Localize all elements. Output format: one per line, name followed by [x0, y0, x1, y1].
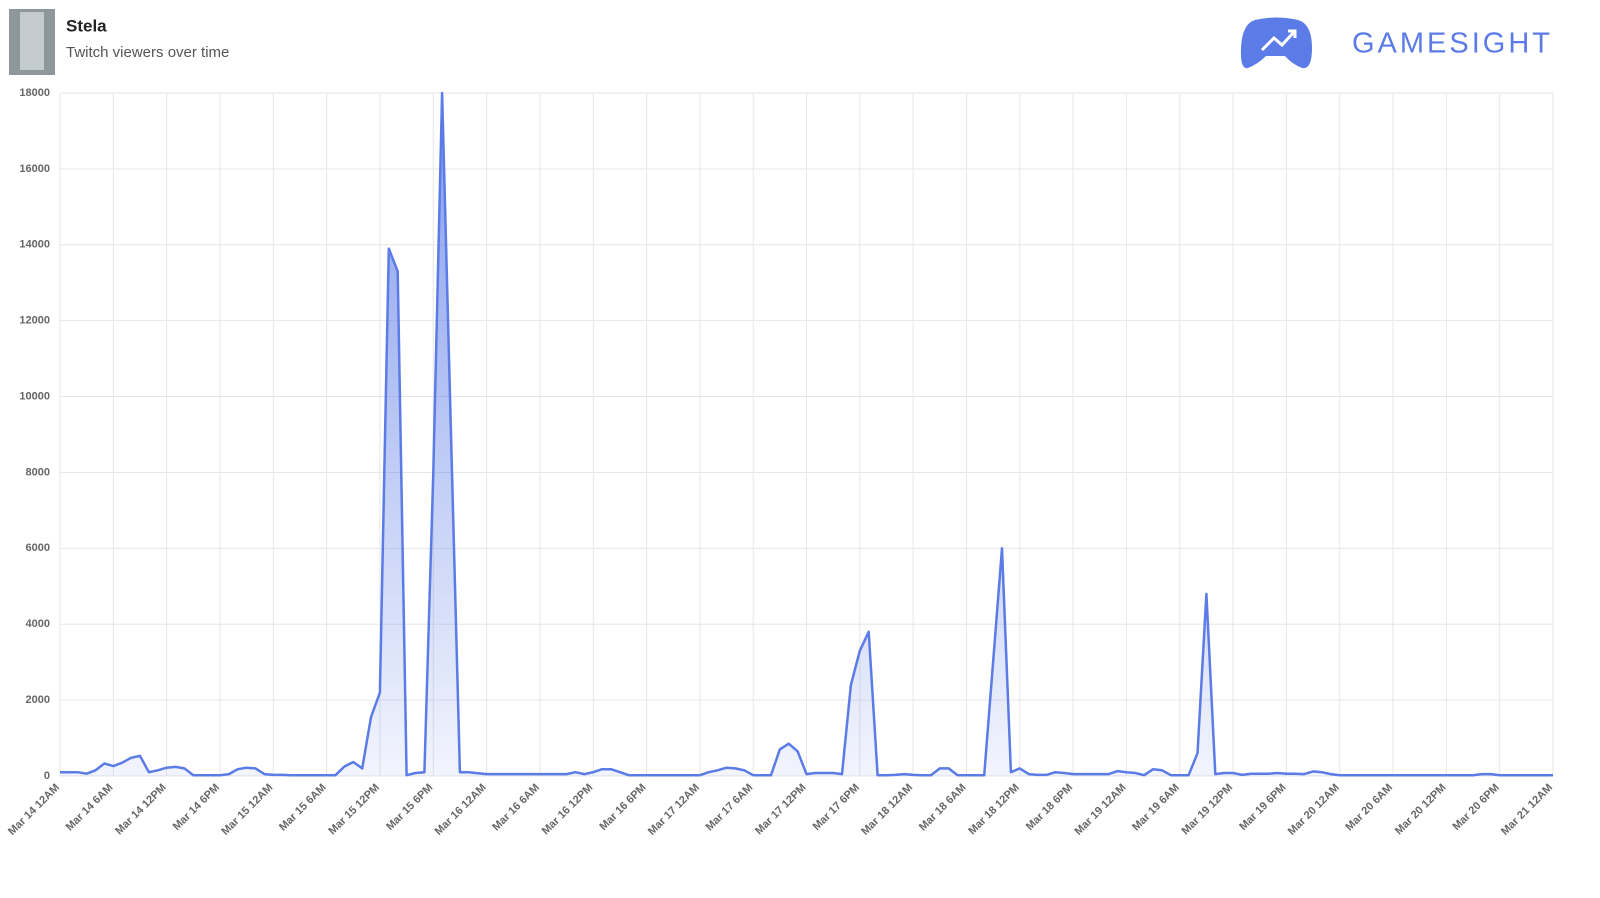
chart-subtitle: Twitch viewers over time	[66, 44, 229, 61]
x-tick-label: Mar 15 6PM	[384, 782, 435, 833]
series-line	[60, 91, 1553, 777]
area-fill	[60, 93, 1553, 776]
y-tick-label: 12000	[19, 315, 50, 327]
chart-title: Stela	[66, 16, 107, 35]
x-tick-label: Mar 14 6AM	[64, 782, 116, 834]
y-tick-label: 2000	[26, 694, 50, 706]
x-tick-label: Mar 18 6PM	[1024, 782, 1075, 833]
x-tick-label: Mar 21 12AM	[1499, 782, 1555, 838]
x-tick-label: Mar 18 12AM	[859, 782, 915, 838]
x-tick-label: Mar 17 12PM	[753, 782, 809, 838]
x-tick-label: Mar 14 12AM	[6, 782, 62, 838]
x-tick-label: Mar 18 6AM	[917, 782, 969, 834]
x-tick-label: Mar 19 6PM	[1237, 782, 1288, 833]
x-tick-label: Mar 14 6PM	[171, 782, 222, 833]
y-tick-label: 18000	[19, 87, 50, 99]
x-tick-label: Mar 20 6AM	[1343, 782, 1395, 834]
x-tick-label: Mar 14 12PM	[113, 782, 169, 838]
y-tick-label: 16000	[19, 163, 50, 175]
x-tick-label: Mar 17 6PM	[811, 782, 862, 833]
brand-logo: GAMESIGHT	[1240, 17, 1553, 69]
x-tick-label: Mar 15 12PM	[326, 782, 382, 838]
x-tick-label: Mar 18 12PM	[966, 782, 1022, 838]
brand-name: GAMESIGHT	[1352, 28, 1553, 60]
x-tick-label: Mar 16 12PM	[540, 782, 596, 838]
x-tick-label: Mar 16 12AM	[433, 782, 489, 838]
x-tick-label: Mar 15 12AM	[219, 782, 275, 838]
x-tick-label: Mar 17 12AM	[646, 782, 702, 838]
x-tick-label: Mar 17 6AM	[704, 782, 756, 834]
logo-arrow	[1260, 29, 1297, 52]
x-tick-label: Mar 19 12PM	[1180, 782, 1236, 838]
x-tick-label: Mar 20 6PM	[1451, 782, 1502, 833]
y-tick-label: 4000	[26, 618, 50, 630]
y-tick-label: 8000	[26, 466, 50, 478]
x-tick-label: Mar 19 12AM	[1073, 782, 1129, 838]
x-tick-label: Mar 20 12AM	[1286, 782, 1342, 838]
x-tick-label: Mar 16 6PM	[597, 782, 648, 833]
x-tick-label: Mar 15 6AM	[277, 782, 329, 834]
logo-gamepad	[1240, 17, 1312, 69]
y-tick-label: 0	[44, 770, 50, 782]
thumbnail-figure	[20, 12, 44, 70]
x-tick-label: Mar 19 6AM	[1130, 782, 1182, 834]
y-tick-label: 6000	[26, 542, 50, 554]
x-tick-label: Mar 20 12PM	[1393, 782, 1449, 838]
x-tick-label: Mar 16 6AM	[490, 782, 542, 834]
y-tick-label: 10000	[19, 390, 50, 402]
y-tick-label: 14000	[19, 239, 50, 251]
